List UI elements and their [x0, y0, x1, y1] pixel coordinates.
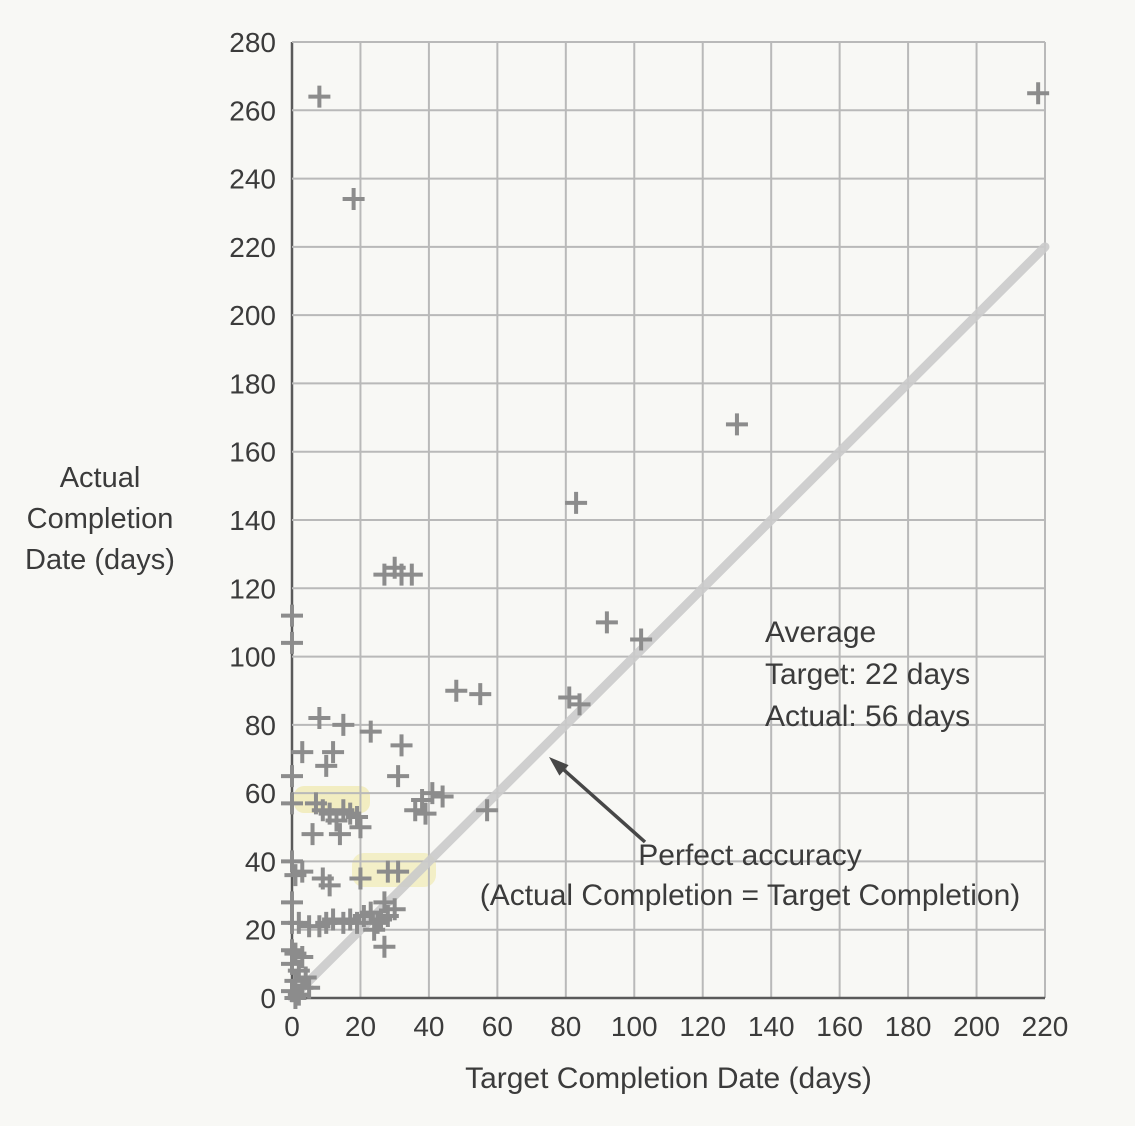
y-axis-title-line: Actual: [59, 462, 141, 494]
data-point-marker: [387, 860, 410, 883]
y-tick-label: 20: [245, 915, 276, 946]
x-tick-label: 60: [482, 1011, 513, 1042]
data-point-marker: [414, 802, 437, 825]
data-point-marker: [301, 823, 324, 846]
data-point-marker: [431, 785, 454, 808]
data-point-marker: [315, 754, 338, 777]
data-point-marker: [294, 966, 317, 989]
data-point-marker: [328, 823, 351, 846]
data-point-marker: [400, 563, 423, 586]
y-tick-label: 40: [245, 846, 276, 877]
perfect-accuracy-annotation-line: Perfect accuracy: [638, 839, 862, 872]
data-point-marker: [318, 874, 341, 897]
perfect-accuracy-annotation-line: (Actual Completion = Target Completion): [479, 879, 1021, 912]
data-point-marker: [373, 935, 396, 958]
average-annotation: Average Target: 22 days Actual: 56 days: [765, 612, 970, 738]
x-tick-label: 80: [550, 1011, 581, 1042]
data-point-marker: [725, 413, 748, 436]
data-point-marker: [383, 898, 406, 921]
x-axis-title: Target Completion Date (days): [465, 1062, 872, 1095]
data-point-marker: [281, 792, 303, 815]
data-point-marker: [476, 799, 499, 822]
average-annotation-line: Average: [765, 616, 877, 649]
data-point-marker: [404, 799, 427, 822]
x-tick-label: 20: [345, 1011, 376, 1042]
y-tick-label: 140: [229, 505, 276, 536]
data-point-marker: [287, 911, 310, 934]
data-point-marker: [363, 918, 386, 941]
y-tick-label: 0: [260, 983, 276, 1014]
y-tick-label: 240: [229, 164, 276, 195]
x-tick-label: 120: [679, 1011, 726, 1042]
y-tick-label: 160: [229, 437, 276, 468]
data-point-marker: [284, 987, 307, 1009]
data-point-marker: [469, 683, 492, 706]
x-tick-label: 140: [748, 1011, 795, 1042]
x-tick-label: 40: [413, 1011, 444, 1042]
data-point-marker: [595, 611, 618, 634]
annotation-arrow-head: [549, 757, 569, 776]
data-point-marker: [346, 806, 369, 829]
data-point-marker: [445, 679, 468, 702]
y-axis-title-line: Date (days): [25, 544, 175, 576]
average-annotation-line: Actual: 56 days: [765, 700, 971, 733]
data-point-marker: [359, 720, 382, 743]
data-point-marker: [349, 867, 372, 890]
data-point-marker: [1027, 82, 1050, 105]
data-point-marker: [325, 809, 348, 832]
y-tick-label: 200: [229, 300, 276, 331]
y-tick-label: 280: [229, 27, 276, 58]
perfect-accuracy-line: [287, 242, 1050, 1003]
data-point-marker: [565, 491, 588, 514]
data-point-marker: [568, 693, 591, 716]
data-point-marker: [349, 816, 372, 839]
data-point-marker: [281, 891, 303, 914]
average-annotation-line: Target: 22 days: [765, 658, 971, 691]
x-tick-label: 100: [611, 1011, 658, 1042]
data-point-marker: [298, 976, 321, 999]
y-tick-label: 80: [245, 710, 276, 741]
y-tick-label: 100: [229, 642, 276, 673]
data-point-marker: [281, 850, 303, 873]
data-point-marker: [291, 741, 314, 764]
data-point-marker: [630, 628, 653, 651]
data-point-marker: [387, 765, 410, 788]
x-tick-label: 180: [885, 1011, 932, 1042]
y-tick-label: 60: [245, 778, 276, 809]
data-point-marker: [332, 713, 355, 736]
data-point-marker: [281, 604, 303, 627]
y-tick-label: 180: [229, 368, 276, 399]
data-point-marker: [291, 860, 314, 883]
annotation-arrow: [562, 768, 647, 844]
x-tick-label: 200: [953, 1011, 1000, 1042]
data-point-marker: [421, 782, 444, 805]
x-tick-label: 220: [1022, 1011, 1069, 1042]
data-point-marker: [342, 188, 365, 211]
data-point-marker: [281, 765, 303, 788]
data-point-marker: [308, 707, 331, 730]
data-point-marker: [308, 85, 331, 108]
data-point-marker: [390, 734, 413, 757]
x-tick-label: 160: [816, 1011, 863, 1042]
x-tick-label: 0: [284, 1011, 300, 1042]
y-axis-title: Actual Completion Date (days): [0, 458, 200, 581]
perfect-accuracy-annotation: Perfect accuracy (Actual Completion = Ta…: [420, 836, 1080, 916]
y-axis-title-line: Completion: [26, 503, 174, 535]
y-tick-label: 260: [229, 95, 276, 126]
y-tick-label: 220: [229, 232, 276, 263]
y-tick-label: 120: [229, 573, 276, 604]
data-point-marker: [281, 631, 303, 654]
data-point-marker: [322, 741, 345, 764]
